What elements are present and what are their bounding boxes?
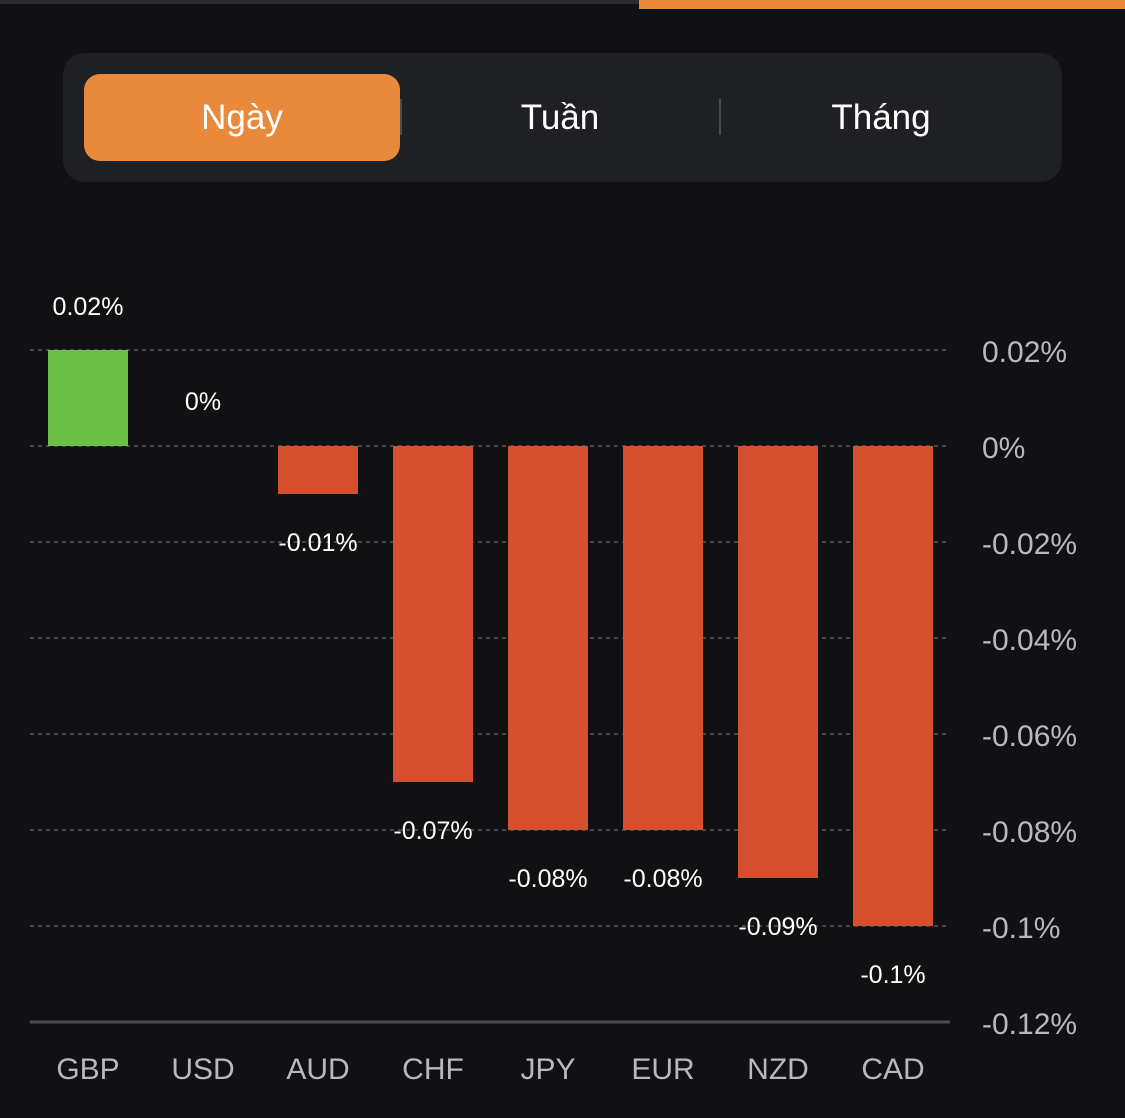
- value-label-cad: -0.1%: [860, 961, 925, 989]
- active-page-indicator: [639, 0, 1125, 9]
- x-tick-label-gbp: GBP: [56, 1053, 119, 1086]
- period-segmented-control: Ngày Tuần Tháng: [63, 53, 1062, 182]
- bar-gbp: [48, 350, 128, 446]
- segment-divider: [719, 99, 721, 135]
- value-label-chf: -0.07%: [393, 817, 472, 845]
- value-label-nzd: -0.09%: [738, 913, 817, 941]
- y-tick-label: -0.12%: [982, 1008, 1077, 1041]
- tab-month[interactable]: Tháng: [721, 74, 1041, 161]
- bar-aud: [278, 446, 358, 494]
- value-label-eur: -0.08%: [623, 865, 702, 893]
- y-tick-label: -0.08%: [982, 816, 1077, 849]
- bar-chf: [393, 446, 473, 782]
- bar-jpy: [508, 446, 588, 830]
- bar-cad: [853, 446, 933, 926]
- x-tick-label-eur: EUR: [631, 1053, 694, 1086]
- segment-divider: [400, 99, 402, 135]
- value-label-gbp: 0.02%: [53, 293, 124, 321]
- y-tick-label: -0.1%: [982, 912, 1060, 945]
- y-tick-label: 0.02%: [982, 336, 1067, 369]
- tab-week[interactable]: Tuần: [402, 74, 718, 161]
- value-label-aud: -0.01%: [278, 529, 357, 557]
- x-tick-label-chf: CHF: [402, 1053, 464, 1086]
- tab-day[interactable]: Ngày: [84, 74, 400, 161]
- x-tick-label-nzd: NZD: [747, 1053, 809, 1086]
- bar-eur: [623, 446, 703, 830]
- y-tick-label: -0.06%: [982, 720, 1077, 753]
- y-tick-label: 0%: [982, 432, 1025, 465]
- x-tick-label-usd: USD: [171, 1053, 234, 1086]
- x-tick-label-jpy: JPY: [520, 1053, 575, 1086]
- value-label-usd: 0%: [185, 388, 221, 416]
- top-divider-line: [0, 0, 640, 4]
- y-tick-label: -0.02%: [982, 528, 1077, 561]
- y-tick-label: -0.04%: [982, 624, 1077, 657]
- bar-nzd: [738, 446, 818, 878]
- x-tick-label-cad: CAD: [861, 1053, 924, 1086]
- x-tick-label-aud: AUD: [286, 1053, 349, 1086]
- value-label-jpy: -0.08%: [508, 865, 587, 893]
